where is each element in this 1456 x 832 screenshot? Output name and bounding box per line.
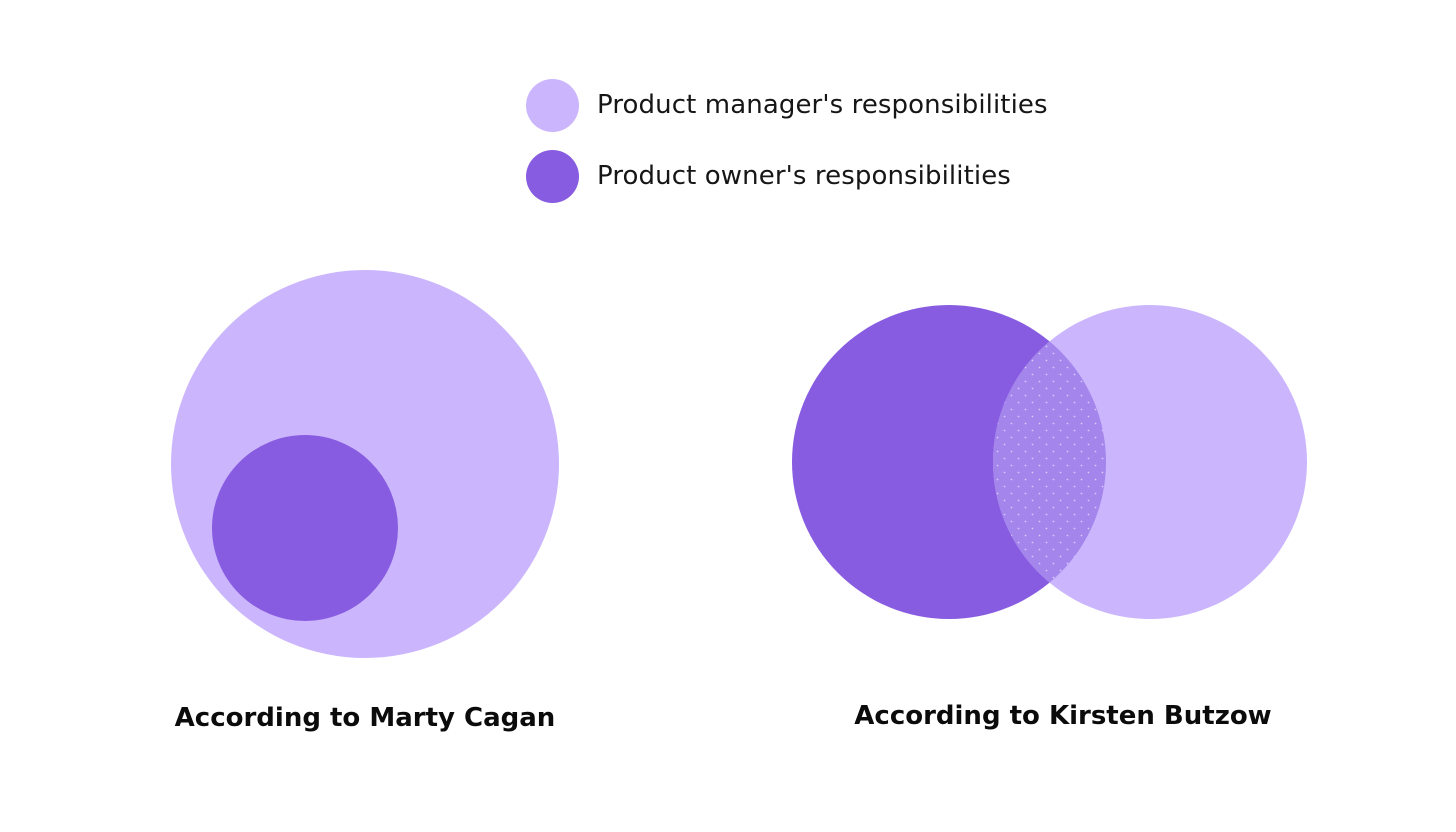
cagan-owner-circle: [212, 435, 398, 621]
legend: Product manager's responsibilities Produ…: [526, 78, 1126, 204]
butzow-overlap-dots: [993, 305, 1106, 619]
legend-label-owner: Product owner's responsibilities: [597, 161, 1011, 191]
legend-swatch-owner: [526, 149, 579, 203]
legend-label-manager: Product manager's responsibilities: [597, 90, 1048, 120]
caption-cagan: According to Marty Cagan: [174, 703, 556, 733]
legend-item-manager: Product manager's responsibilities: [526, 78, 1048, 132]
legend-swatch-manager: [526, 78, 579, 132]
cagan-diagram: [171, 270, 559, 658]
legend-item-owner: Product owner's responsibilities: [526, 149, 1011, 203]
caption-butzow: According to Kirsten Butzow: [854, 701, 1272, 731]
butzow-diagram: [792, 305, 1307, 619]
butzow-overlap: [993, 305, 1106, 619]
